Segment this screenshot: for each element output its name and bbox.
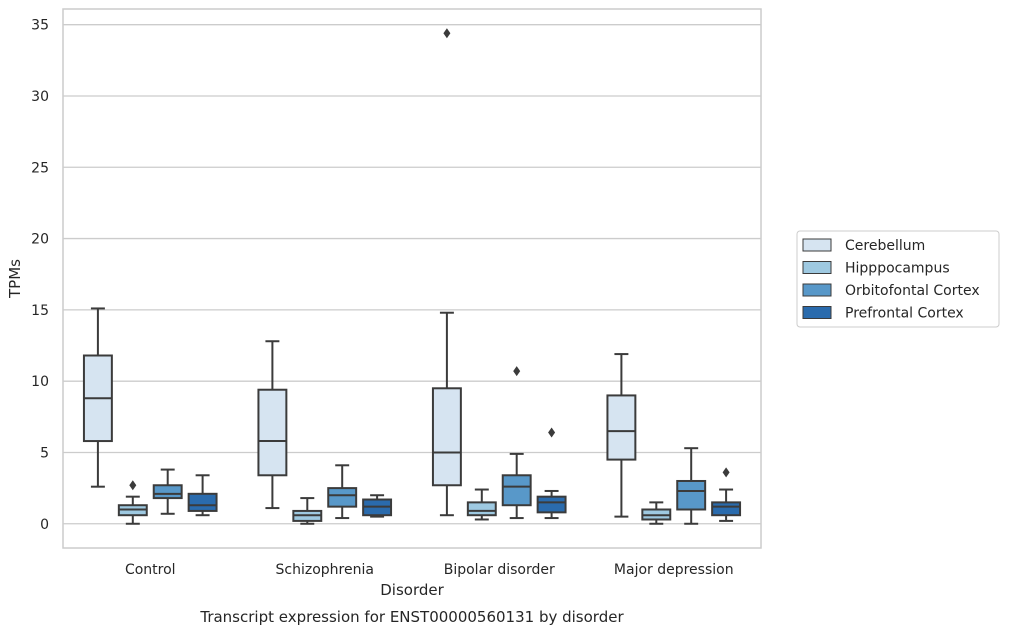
box-group: [641, 501, 672, 525]
x-tick-label: Bipolar disorder: [444, 562, 555, 578]
legend-label: Orbitofontal Cortex: [845, 283, 980, 299]
box-group: [82, 307, 113, 488]
y-tick-label: 30: [31, 89, 49, 105]
box-group: [466, 488, 497, 521]
y-tick-label: 15: [31, 303, 49, 319]
legend-frame: [796, 230, 1000, 328]
outlier-point: [513, 366, 521, 377]
iqr-box: [606, 394, 637, 461]
plot-area: [82, 28, 742, 525]
x-tick-label: Schizophrenia: [276, 562, 374, 578]
y-tick-label: 0: [40, 517, 49, 533]
iqr-box: [501, 474, 532, 507]
box-group: [327, 464, 358, 520]
outlier-point: [722, 467, 730, 478]
y-tick-label: 25: [31, 160, 49, 176]
box-group: [501, 366, 532, 520]
x-tick-label: Control: [125, 562, 176, 578]
y-tick-label: 5: [40, 445, 49, 461]
x-tick-label: Major depression: [614, 562, 734, 578]
box-group: [536, 427, 567, 520]
legend: Cerebellum Hipppocampus Orbitofontal Corte…: [796, 230, 1000, 328]
chart-title: Transcript expression for ENST0000056013…: [199, 608, 624, 626]
outlier-point: [129, 480, 137, 491]
plot-frame: [62, 8, 762, 549]
x-axis-label: Disorder: [380, 581, 444, 599]
y-tick-label: 35: [31, 18, 49, 34]
legend-label: Cerebellum: [845, 238, 925, 254]
iqr-box: [431, 387, 462, 487]
box-group: [362, 494, 393, 518]
box-group: [676, 447, 707, 525]
iqr-box: [257, 388, 288, 477]
legend-swatch: [802, 261, 832, 274]
legend-swatch: [802, 238, 832, 252]
legend-label: Prefrontal Cortex: [845, 306, 964, 322]
iqr-box: [187, 492, 218, 512]
iqr-box: [466, 501, 497, 517]
legend-label: Hipppocampus: [845, 261, 950, 277]
box-group: [117, 480, 148, 525]
legend-swatch: [802, 283, 832, 297]
y-tick-label: 20: [31, 232, 49, 248]
y-axis-label: TPMs: [6, 259, 24, 299]
box-group: [257, 340, 288, 510]
iqr-box: [711, 501, 742, 517]
x-tick-labels: Control Schizophrenia Bipolar disorder Majo…: [125, 562, 734, 578]
box-group: [187, 474, 218, 517]
iqr-box: [536, 495, 567, 514]
legend-swatch: [802, 306, 832, 319]
y-tick-labels: 0 5 10 15 20 25 30 35: [31, 18, 49, 533]
iqr-box: [327, 487, 358, 508]
outlier-point: [548, 427, 556, 438]
outlier-point: [443, 28, 451, 39]
y-tick-label: 10: [31, 374, 49, 390]
box-group: [292, 497, 323, 525]
gridlines: [63, 24, 761, 525]
iqr-box: [676, 479, 707, 511]
box-group: [431, 28, 462, 517]
box-group: [606, 353, 637, 518]
iqr-box: [152, 484, 183, 500]
box-group: [152, 468, 183, 515]
box-group: [711, 467, 742, 522]
